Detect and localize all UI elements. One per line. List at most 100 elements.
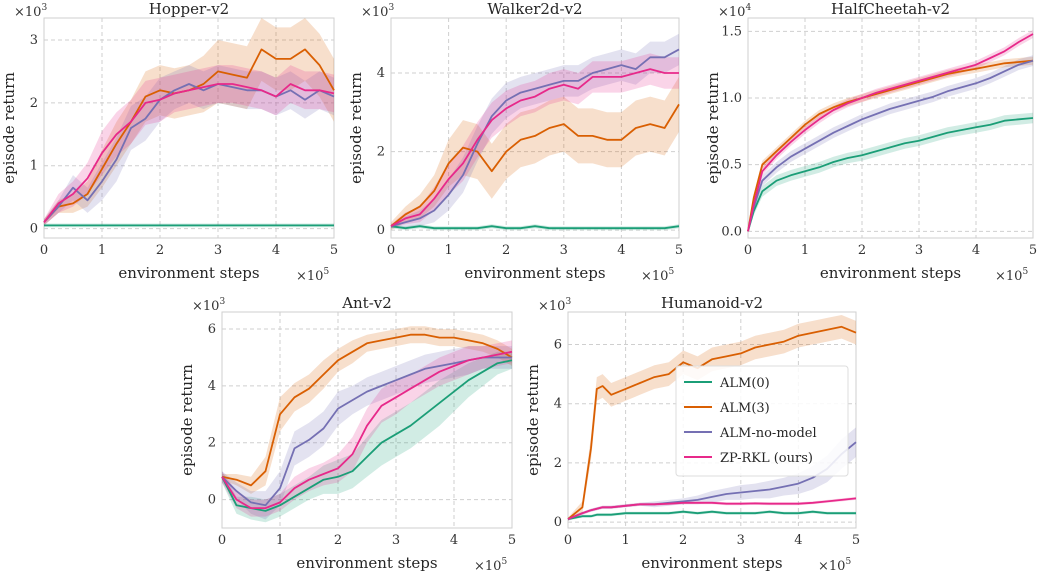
y-tick-label: 2 xyxy=(30,96,38,111)
series-line-alm3 xyxy=(390,103,680,227)
x-axis-multiplier: ×105 xyxy=(296,267,329,284)
y-axis-label: episode return xyxy=(704,72,722,184)
subplot-1: 0 1 2 3 4 5 0 2 4 Walker2d-v2 environment steps epi… xyxy=(347,0,683,284)
series-band-alm0 xyxy=(748,112,1033,232)
plot-frame xyxy=(43,17,335,239)
y-tick-label: 0.0 xyxy=(721,224,742,239)
series-band-alm3 xyxy=(391,76,679,231)
legend: ALM(0) ALM(3) ALM-no-model ZP-RKL (ours) xyxy=(675,365,849,477)
x-tick-label: 2 xyxy=(502,243,510,258)
series-line-alm0 xyxy=(747,117,1034,232)
series-line-alm0 xyxy=(567,510,856,520)
x-tick-label: 2 xyxy=(156,243,164,258)
x-tick-label: 3 xyxy=(392,533,400,548)
x-tick-label: 2 xyxy=(334,533,342,548)
x-tick-label: 4 xyxy=(450,533,458,548)
series-band-alm3 xyxy=(748,56,1033,232)
series-band-zprkl xyxy=(44,65,334,226)
legend-box xyxy=(675,365,849,477)
x-axis-label: environment steps xyxy=(118,264,259,282)
x-tick-label: 1 xyxy=(621,533,629,548)
series-band-almnm xyxy=(748,55,1033,232)
plot-frame xyxy=(747,17,1034,239)
x-tick-label: 1 xyxy=(276,533,284,548)
x-tick-label: 1 xyxy=(444,243,452,258)
series-line-alm3 xyxy=(221,333,513,487)
series-line-zprkl xyxy=(567,497,857,520)
subplot-0: 0 1 2 3 4 5 0 1 2 3 Hopper-v2 environment steps epis… xyxy=(0,0,338,284)
x-axis-multiplier: ×105 xyxy=(995,267,1028,284)
y-axis-multiplier: ×104 xyxy=(718,3,751,20)
legend-label-zprkl: ZP-RKL (ours) xyxy=(720,451,813,466)
series-line-almnm xyxy=(43,83,335,223)
y-tick-label: 0.5 xyxy=(721,158,742,173)
x-tick-label: 4 xyxy=(794,533,802,548)
y-tick-label: 2 xyxy=(377,145,385,160)
subplot-title: Walker2d-v2 xyxy=(487,0,582,18)
series-line-zprkl xyxy=(390,68,679,227)
y-axis-multiplier: ×103 xyxy=(538,297,571,314)
y-tick-label: 4 xyxy=(377,66,385,81)
legend-label-alm3: ALM(3) xyxy=(719,401,770,416)
x-axis-multiplier: ×105 xyxy=(474,557,507,574)
y-tick-label: 0 xyxy=(554,515,562,530)
series-band-alm0 xyxy=(222,351,512,523)
x-tick-label: 2 xyxy=(858,243,866,258)
series-line-alm0 xyxy=(221,359,513,512)
series-line-almnm xyxy=(747,59,1034,232)
x-tick-label: 4 xyxy=(617,243,625,258)
y-tick-label: 4 xyxy=(208,379,216,394)
x-axis-multiplier: ×105 xyxy=(818,557,851,574)
subplot-4: 0 1 2 3 4 5 0 2 4 6 Humanoid-v2 environment steps ep… xyxy=(524,294,860,574)
x-tick-label: 0 xyxy=(744,243,752,258)
subplot-title: Ant-v2 xyxy=(341,294,392,312)
y-tick-label: 1 xyxy=(30,159,38,174)
legend-label-alm0: ALM(0) xyxy=(719,376,770,391)
x-axis-multiplier: ×105 xyxy=(641,267,674,284)
x-tick-label: 0 xyxy=(387,243,395,258)
series-band-zprkl xyxy=(222,340,512,517)
x-axis-label: environment steps xyxy=(464,264,605,282)
x-tick-label: 1 xyxy=(801,243,809,258)
x-tick-label: 3 xyxy=(560,243,568,258)
y-axis-label: episode return xyxy=(347,72,365,184)
x-tick-label: 4 xyxy=(972,243,980,258)
x-tick-label: 5 xyxy=(852,533,860,548)
x-tick-label: 3 xyxy=(737,533,745,548)
x-tick-label: 3 xyxy=(214,243,222,258)
y-tick-label: 2 xyxy=(554,456,562,471)
x-tick-label: 3 xyxy=(915,243,923,258)
series-band-alm3 xyxy=(568,315,856,521)
y-axis-multiplier: ×103 xyxy=(14,3,47,20)
y-tick-label: 0 xyxy=(30,222,38,237)
subplot-2: 0 1 2 3 4 5 0.0 0.5 1.0 1.5 HalfCheetah-v2 environm… xyxy=(704,0,1037,284)
x-tick-label: 0 xyxy=(40,243,48,258)
series-line-zprkl xyxy=(43,83,335,223)
y-axis-label: episode return xyxy=(0,72,18,184)
y-tick-label: 0 xyxy=(208,493,216,508)
x-tick-label: 5 xyxy=(508,533,516,548)
plot-frame xyxy=(390,17,680,239)
series-band-alm3 xyxy=(44,18,334,226)
x-tick-label: 1 xyxy=(98,243,106,258)
y-tick-label: 0 xyxy=(377,223,385,238)
x-tick-label: 5 xyxy=(675,243,683,258)
x-tick-label: 4 xyxy=(272,243,280,258)
series-band-almnm xyxy=(44,65,334,226)
plot-frame xyxy=(221,311,513,529)
y-tick-label: 4 xyxy=(554,397,562,412)
series-band-almnm xyxy=(391,33,679,229)
series-line-almnm xyxy=(390,48,680,228)
y-tick-label: 6 xyxy=(208,322,216,337)
y-tick-label: 2 xyxy=(208,436,216,451)
subplot-title: HalfCheetah-v2 xyxy=(831,0,950,18)
y-tick-label: 6 xyxy=(554,338,562,353)
x-axis-label: environment steps xyxy=(296,554,437,572)
y-axis-multiplier: ×103 xyxy=(192,297,225,314)
x-tick-label: 2 xyxy=(679,533,687,548)
subplot-title: Humanoid-v2 xyxy=(661,294,763,312)
x-axis-label: environment steps xyxy=(641,554,782,572)
x-axis-label: environment steps xyxy=(820,264,961,282)
y-axis-label: episode return xyxy=(524,364,542,476)
